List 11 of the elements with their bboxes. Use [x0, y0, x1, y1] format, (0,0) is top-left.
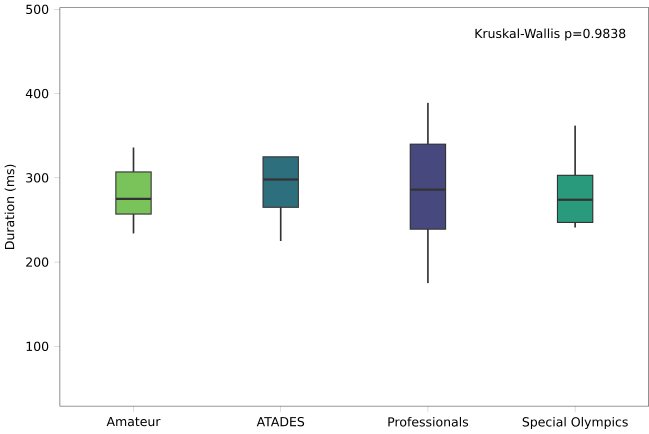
y-axis-title: Duration (ms) [4, 164, 16, 250]
annotation: Kruskal-Wallis p=0.9838 [475, 28, 626, 41]
y-tick-label: 300 [26, 173, 48, 183]
y-tick-label: 100 [26, 342, 48, 352]
y-tick-label: 200 [26, 258, 48, 267]
x-tick-label: Professionals [388, 417, 468, 427]
y-tick-label: 400 [26, 89, 48, 98]
y-tick-label: 500 [26, 4, 48, 14]
x-tick-label: Amateur [106, 417, 160, 426]
x-tick-label: ATADES [256, 417, 304, 427]
x-tick-label: Special Olympics [522, 417, 628, 430]
